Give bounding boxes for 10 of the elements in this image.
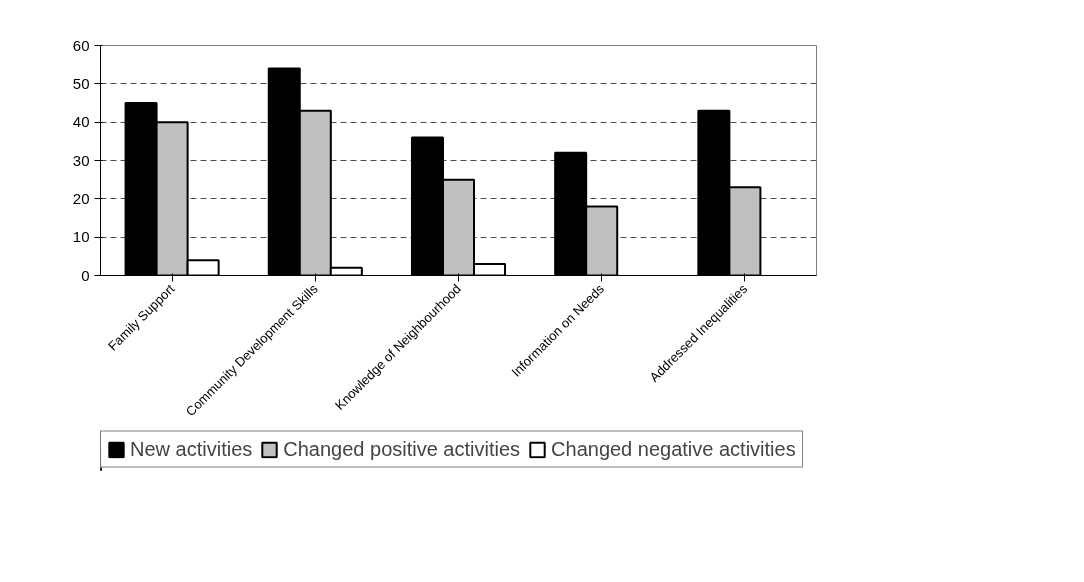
y-tick-label: 40 [72,113,90,131]
y-tick-label: 0 [81,266,90,284]
y-tick-label: 60 [72,36,90,54]
legend-label: Changed negative activities [551,437,796,461]
y-tick-label: 30 [72,151,90,169]
y-tick-label: 20 [72,189,90,207]
legend-label: New activities [130,437,253,461]
y-tick-label: 10 [72,228,90,246]
legend-label: Changed positive activities [283,437,521,461]
y-tick-label: 50 [72,74,90,92]
